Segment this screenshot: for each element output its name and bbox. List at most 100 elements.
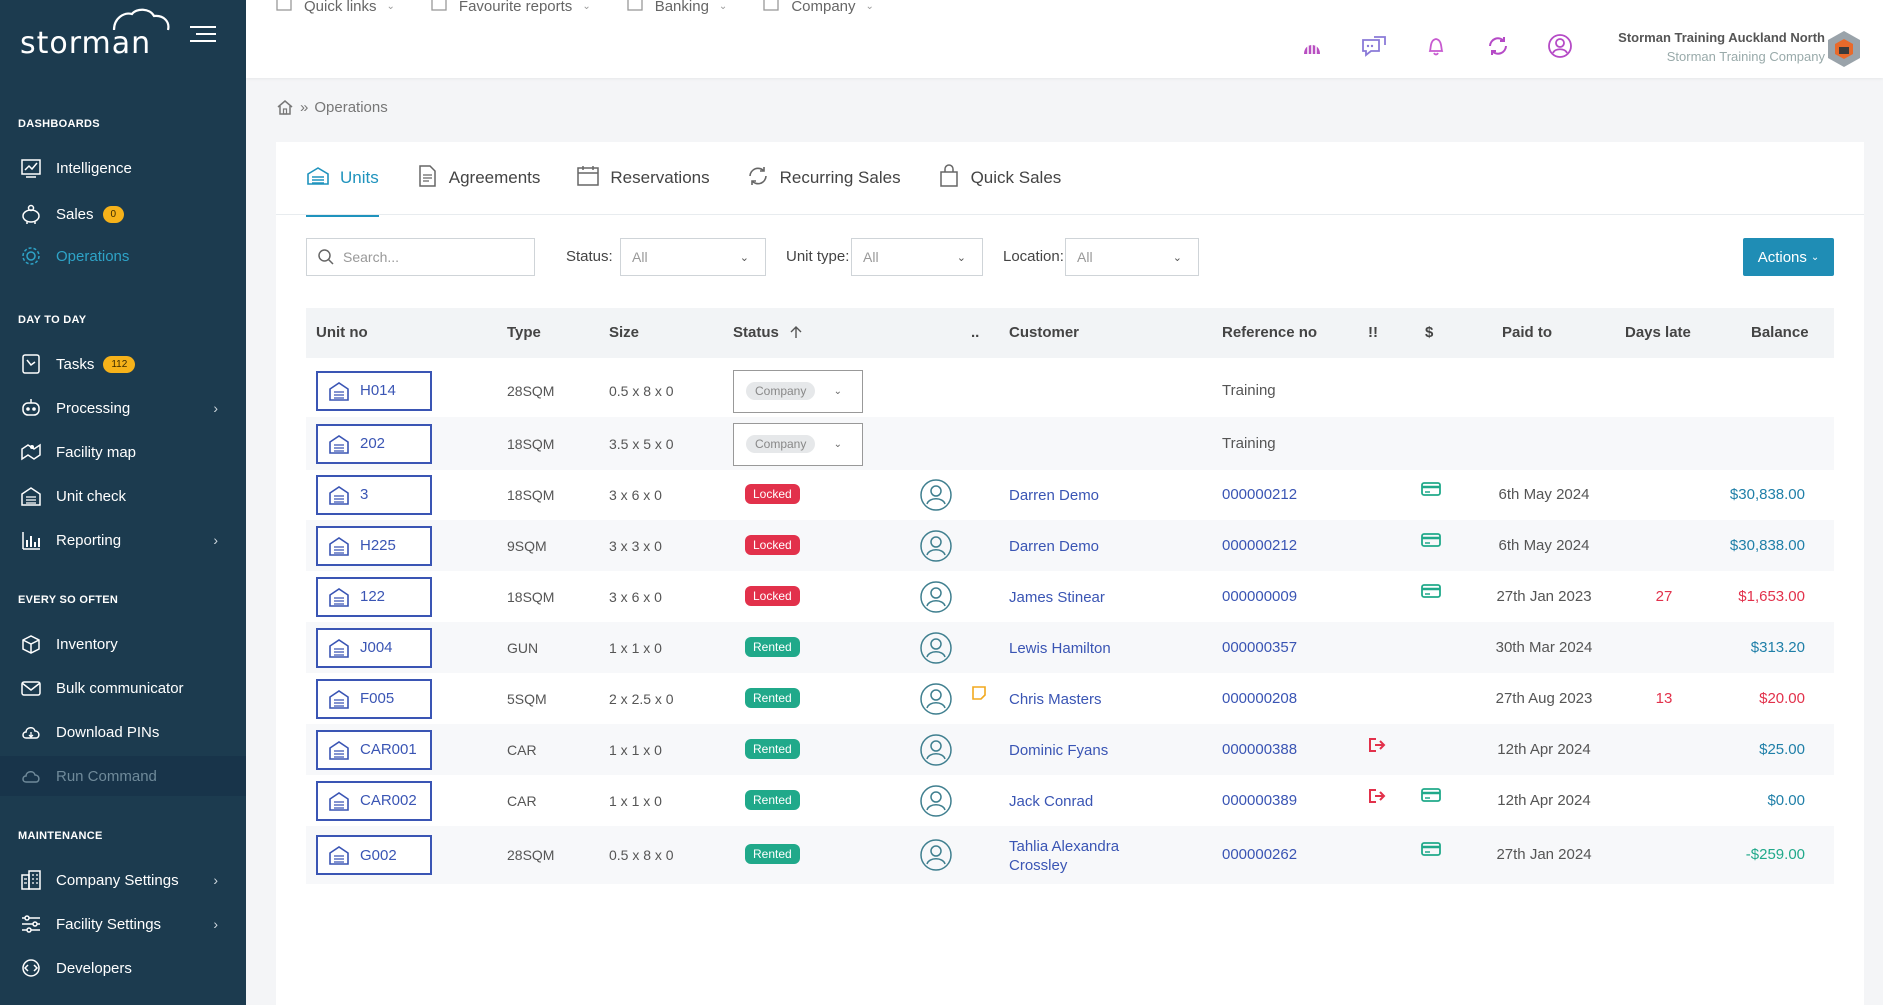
customer-link[interactable]: Chris Masters	[1009, 690, 1102, 708]
tab-recurring-sales[interactable]: Recurring Sales	[746, 142, 901, 214]
actions-button[interactable]: Actions ⌄	[1743, 238, 1834, 276]
customer-avatar-icon[interactable]	[919, 478, 953, 515]
unit-button[interactable]: H014	[316, 370, 432, 411]
sidebar-item-developers[interactable]: Developers	[0, 948, 246, 988]
customer-avatar-icon[interactable]	[919, 529, 953, 566]
credit-card-icon[interactable]	[1421, 481, 1441, 500]
refresh-icon[interactable]	[1484, 32, 1512, 60]
customer-link[interactable]: Dominic Fyans	[1009, 741, 1109, 759]
sidebar-item-tasks[interactable]: Tasks 112	[0, 344, 246, 384]
garage-icon	[328, 688, 350, 710]
customer-link[interactable]: Lewis Hamilton	[1009, 639, 1111, 657]
logo-text: storman	[20, 26, 152, 61]
sidebar-item-processing[interactable]: Processing ›	[0, 388, 246, 428]
sidebar-item-facility-map[interactable]: Facility map	[0, 432, 246, 472]
tab-units[interactable]: Units	[306, 142, 379, 217]
table-row: G002 28SQM 0.5 x 8 x 0 Rented Tahlia Alexand…	[306, 826, 1834, 884]
tab-label: Units	[340, 168, 379, 187]
company-name: Storman Training Auckland North	[1618, 30, 1825, 45]
customer-link[interactable]: Jack Conrad	[1009, 792, 1094, 810]
customer-avatar-icon[interactable]	[919, 631, 953, 668]
customer-avatar-icon[interactable]	[919, 838, 953, 875]
top-menu-quick-links[interactable]: Quick links ⌄	[276, 0, 395, 16]
unit-type-filter-value: All	[863, 249, 879, 265]
reference-number[interactable]: 000000357	[1222, 638, 1298, 656]
credit-card-icon[interactable]	[1421, 532, 1441, 551]
search-input[interactable]	[343, 249, 523, 265]
sidebar-item-operations[interactable]: Operations	[0, 236, 246, 276]
customer-link[interactable]: Darren Demo	[1009, 537, 1100, 555]
col-days-late[interactable]: Days late	[1625, 324, 1691, 341]
sidebar-item-run-command[interactable]: Run Command	[0, 756, 246, 796]
col-paid-to[interactable]: Paid to	[1502, 324, 1553, 341]
location-filter-select[interactable]: All ⌄	[1065, 238, 1199, 276]
top-menu-banking[interactable]: Banking ⌄	[627, 0, 727, 16]
move-out-alert-icon[interactable]	[1367, 787, 1387, 808]
credit-card-icon[interactable]	[1421, 787, 1441, 806]
credit-card-icon[interactable]	[1421, 583, 1441, 602]
sidebar-item-intelligence[interactable]: Intelligence	[0, 148, 246, 188]
customer-avatar-icon[interactable]	[919, 784, 953, 821]
sidebar-item-facility-settings[interactable]: Facility Settings ›	[0, 904, 246, 944]
col-size[interactable]: Size	[609, 324, 640, 341]
sidebar-item-unit-check[interactable]: Unit check	[0, 476, 246, 516]
chat-icon[interactable]	[1360, 32, 1388, 60]
unit-button[interactable]: H225	[316, 525, 432, 566]
sidebar-item-bulk-communicator[interactable]: Bulk communicator	[0, 668, 246, 708]
reference-number[interactable]: 000000262	[1222, 846, 1298, 863]
move-out-alert-icon[interactable]	[1367, 736, 1387, 757]
sidebar-item-label: Company Settings	[56, 871, 179, 889]
search-box[interactable]	[306, 238, 535, 276]
status-select[interactable]: Company ⌄	[733, 422, 863, 466]
user-profile-icon[interactable]	[1546, 32, 1574, 60]
unit-type-filter-select[interactable]: All ⌄	[851, 238, 983, 276]
status-select[interactable]: Company ⌄	[733, 369, 863, 413]
top-menu-company[interactable]: Company ⌄	[763, 0, 874, 16]
home-icon[interactable]	[276, 98, 294, 116]
unit-button[interactable]: 3	[316, 474, 432, 515]
sidebar-item-label: Developers	[56, 959, 132, 977]
storman-logo[interactable]: storman	[18, 6, 178, 62]
tab-agreements[interactable]: Agreements	[415, 142, 540, 214]
col-customer[interactable]: Customer	[1009, 324, 1080, 341]
unit-button[interactable]: 122	[316, 576, 432, 617]
sidebar-item-inventory[interactable]: Inventory	[0, 624, 246, 664]
unit-button[interactable]: CAR001	[316, 729, 432, 770]
tab-quick-sales[interactable]: Quick Sales	[937, 142, 1061, 214]
customer-avatar-icon[interactable]	[919, 733, 953, 770]
col-reference[interactable]: Reference no	[1222, 324, 1318, 341]
col-status[interactable]: Status	[733, 324, 803, 341]
unit-button[interactable]: 202	[316, 423, 432, 464]
reference-number[interactable]: 000000009	[1222, 587, 1298, 605]
customer-link[interactable]: James Stinear	[1009, 588, 1105, 606]
credit-card-icon[interactable]	[1421, 841, 1441, 860]
customer-link[interactable]: Tahlia Alexandra Crossley	[1009, 838, 1120, 874]
unit-button[interactable]: G002	[316, 835, 432, 875]
sidebar-item-reporting[interactable]: Reporting ›	[0, 520, 246, 560]
reference-number[interactable]: 000000388	[1222, 740, 1298, 758]
sidebar-item-sales[interactable]: Sales 0	[0, 194, 246, 234]
sidebar-item-company-settings[interactable]: Company Settings ›	[0, 860, 246, 900]
unit-button[interactable]: F005	[316, 678, 432, 719]
sidebar-item-download-pins[interactable]: Download PINs	[0, 712, 246, 752]
customer-avatar-icon[interactable]	[919, 682, 953, 719]
customer-link[interactable]: Darren Demo	[1009, 486, 1100, 504]
reference-number[interactable]: 000000389	[1222, 791, 1298, 809]
reference-number[interactable]: 000000212	[1222, 485, 1298, 503]
note-icon[interactable]	[971, 685, 987, 704]
company-switcher[interactable]: Storman Training Auckland North Storman …	[1618, 30, 1825, 64]
status-filter-select[interactable]: All ⌄	[620, 238, 766, 276]
top-menu-favourite-reports[interactable]: Favourite reports ⌄	[431, 0, 591, 16]
menu-toggle-icon[interactable]	[190, 26, 216, 42]
apps-grid-icon[interactable]	[1298, 32, 1326, 60]
reference-number[interactable]: 000000212	[1222, 536, 1298, 554]
customer-avatar-icon[interactable]	[919, 580, 953, 617]
col-unit-no[interactable]: Unit no	[316, 324, 368, 341]
unit-button[interactable]: J004	[316, 627, 432, 668]
bell-icon[interactable]	[1422, 32, 1450, 60]
col-type[interactable]: Type	[507, 324, 541, 341]
unit-button[interactable]: CAR002	[316, 780, 432, 821]
col-balance[interactable]: Balance	[1751, 324, 1809, 341]
tab-reservations[interactable]: Reservations	[576, 142, 710, 214]
reference-number[interactable]: 000000208	[1222, 689, 1298, 707]
